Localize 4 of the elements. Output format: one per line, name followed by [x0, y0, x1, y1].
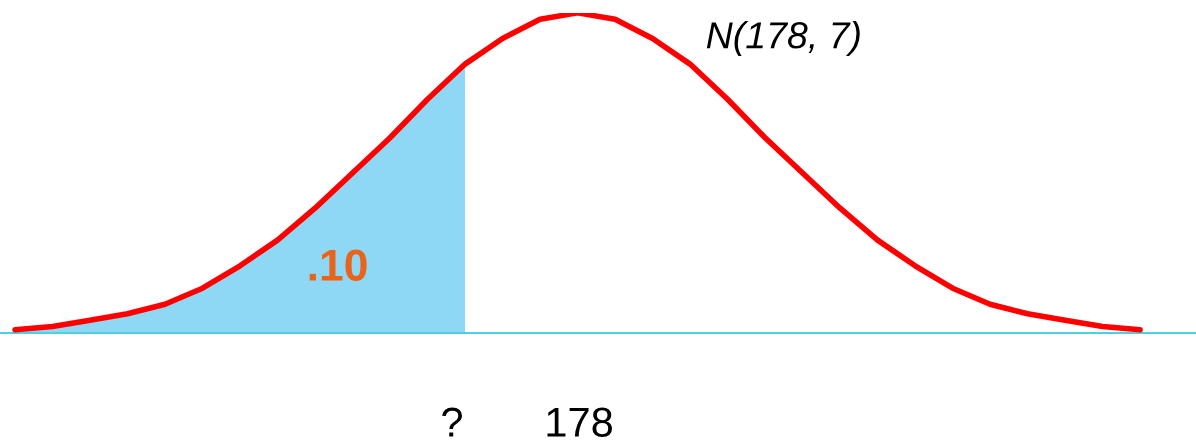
annotation: N(178, 7): [706, 21, 860, 56]
text: 178: [547, 407, 613, 438]
text: ?: [442, 407, 462, 437]
annotation: .10: [309, 249, 367, 281]
